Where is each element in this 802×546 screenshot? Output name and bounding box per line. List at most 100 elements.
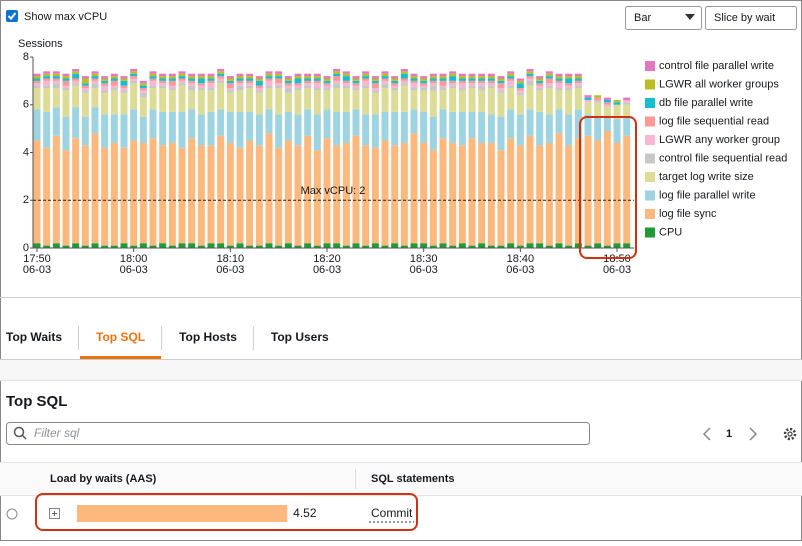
bar-segment <box>449 111 457 143</box>
bar-segment <box>149 71 157 74</box>
bar-segment <box>458 80 466 84</box>
slice-select[interactable] <box>705 6 797 30</box>
legend-label[interactable]: control file sequential read <box>659 152 787 164</box>
bar-segment <box>33 243 41 248</box>
bar-segment <box>536 80 544 84</box>
bar-segment <box>507 80 515 86</box>
legend-label[interactable]: CPU <box>659 226 682 238</box>
bar-segment <box>246 245 254 248</box>
bar-segment <box>52 76 60 79</box>
legend-label[interactable]: control file parallel write <box>659 60 774 72</box>
bar-segment <box>603 102 611 105</box>
bar-segment <box>584 99 592 103</box>
bar-segment <box>265 80 273 86</box>
legend-label[interactable]: LGWR all worker groups <box>659 78 779 90</box>
bar-segment <box>33 76 41 79</box>
bar-segment <box>130 73 138 77</box>
bar-segment <box>439 80 447 86</box>
legend-label[interactable]: db file parallel write <box>659 97 753 109</box>
bar-segment <box>120 92 128 115</box>
bar-segment <box>526 109 534 136</box>
bar-segment <box>478 90 486 112</box>
bar-segment <box>391 80 399 84</box>
bar-segment <box>217 243 225 248</box>
legend-label[interactable]: log file sync <box>659 208 717 220</box>
bar-segment <box>458 88 466 91</box>
bar-segment <box>333 145 341 244</box>
bar-segment <box>400 83 408 86</box>
bar-segment <box>381 88 389 112</box>
bar-segment <box>188 73 196 77</box>
bar-segment <box>478 76 486 79</box>
tab[interactable]: Top Hosts <box>179 330 237 344</box>
bar-segment <box>178 78 186 81</box>
legend-label[interactable]: log file sequential read <box>659 115 769 127</box>
x-tick-sublabel: 06-03 <box>216 264 244 276</box>
tab[interactable]: Top Users <box>271 330 329 344</box>
bar-segment <box>584 97 592 100</box>
page-number[interactable]: 1 <box>726 428 732 440</box>
bar-segment <box>497 78 505 81</box>
bar-segment <box>284 76 292 79</box>
tab[interactable]: Top SQL <box>96 330 145 344</box>
bar-segment <box>458 76 466 79</box>
bar-segment <box>304 76 312 79</box>
next-page[interactable] <box>749 427 758 441</box>
bar-segment <box>400 80 408 84</box>
bar-segment <box>207 73 215 77</box>
bar-segment <box>101 83 109 86</box>
bar-segment <box>352 243 360 248</box>
bar-segment <box>391 145 399 244</box>
bar-segment <box>217 83 225 110</box>
bar-segment <box>478 78 486 81</box>
x-tick-sublabel: 06-03 <box>313 264 341 276</box>
bar-segment <box>91 107 99 134</box>
bar-segment <box>342 88 350 112</box>
bar-segment <box>62 150 70 246</box>
bar-segment <box>294 76 302 79</box>
bar-segment <box>574 243 582 248</box>
prev-page[interactable] <box>702 427 711 441</box>
legend-label[interactable]: log file parallel write <box>659 189 756 201</box>
bar-segment <box>410 109 418 134</box>
bar-segment <box>207 83 215 89</box>
legend-label[interactable]: target log write size <box>659 171 754 183</box>
bar-segment <box>362 114 370 146</box>
bar-segment <box>420 243 428 248</box>
settings-icon-center <box>787 431 793 437</box>
bar-segment <box>265 243 273 248</box>
bar-segment <box>516 88 524 91</box>
bar-segment <box>265 88 273 110</box>
bar-segment <box>52 80 60 84</box>
bar-segment <box>139 92 147 98</box>
bar-segment <box>381 78 389 81</box>
bar-segment <box>72 78 80 81</box>
bar-segment <box>381 73 389 77</box>
bar-segment <box>555 133 563 244</box>
bar-segment <box>536 85 544 89</box>
bar-segment <box>168 142 176 246</box>
tab[interactable]: Top Waits <box>6 330 62 344</box>
chart-type-select[interactable] <box>625 6 702 30</box>
bar-segment <box>323 90 331 110</box>
bar-segment <box>478 80 486 84</box>
settings-icon[interactable] <box>783 427 797 441</box>
filter-input[interactable] <box>6 422 590 445</box>
sql-statement[interactable]: Commit <box>371 506 413 520</box>
bar-segment <box>72 243 80 248</box>
row-radio[interactable] <box>6 508 18 520</box>
bar-segment <box>526 73 534 77</box>
bar-segment <box>226 111 234 143</box>
bar-segment <box>120 114 128 148</box>
legend-label[interactable]: LGWR any worker group <box>659 134 780 146</box>
bar-segment <box>43 76 51 79</box>
bar-segment <box>43 73 51 77</box>
bar-segment <box>487 85 495 89</box>
bar-segment <box>362 78 370 81</box>
bar-segment <box>468 83 476 86</box>
bar-segment <box>178 83 186 86</box>
bar-segment <box>487 80 495 84</box>
bar-segment <box>526 135 534 244</box>
bar-segment <box>188 85 196 91</box>
bar-segment <box>101 114 109 148</box>
